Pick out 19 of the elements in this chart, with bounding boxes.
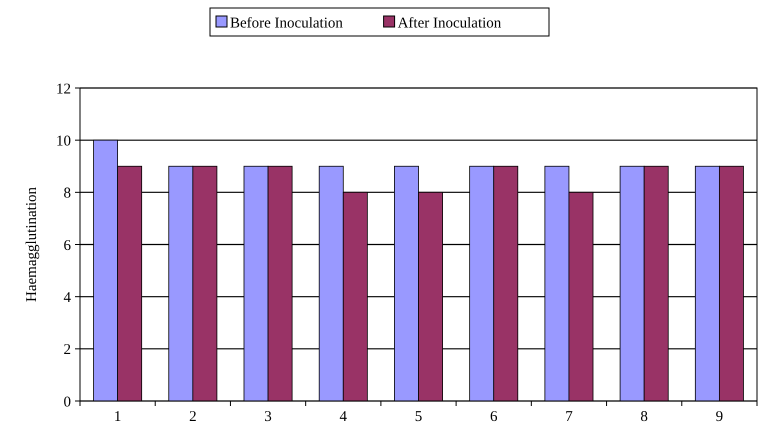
y-tick-label: 2 bbox=[64, 342, 71, 358]
y-tick-label: 6 bbox=[64, 238, 72, 254]
x-tick-label: 8 bbox=[640, 409, 648, 425]
y-tick-label: 10 bbox=[56, 133, 71, 150]
x-tick-label: 3 bbox=[264, 409, 272, 425]
x-tick-label: 6 bbox=[490, 409, 498, 425]
y-tick-label: 0 bbox=[64, 394, 71, 410]
legend-label: After Inoculation bbox=[398, 15, 502, 32]
x-tick-label: 7 bbox=[565, 409, 574, 425]
x-tick-label: 4 bbox=[340, 409, 348, 425]
x-tick-label: 1 bbox=[114, 409, 122, 425]
x-tick-label: 2 bbox=[189, 409, 197, 425]
legend-label: Before Inoculation bbox=[230, 15, 344, 32]
x-tick-label: 5 bbox=[414, 409, 422, 425]
y-axis-title: Haemagglutination bbox=[24, 186, 40, 302]
y-tick-label: 12 bbox=[56, 81, 71, 98]
y-tick-label: 8 bbox=[64, 186, 71, 202]
y-tick-label: 4 bbox=[64, 290, 72, 306]
x-tick-label: 9 bbox=[716, 409, 724, 425]
